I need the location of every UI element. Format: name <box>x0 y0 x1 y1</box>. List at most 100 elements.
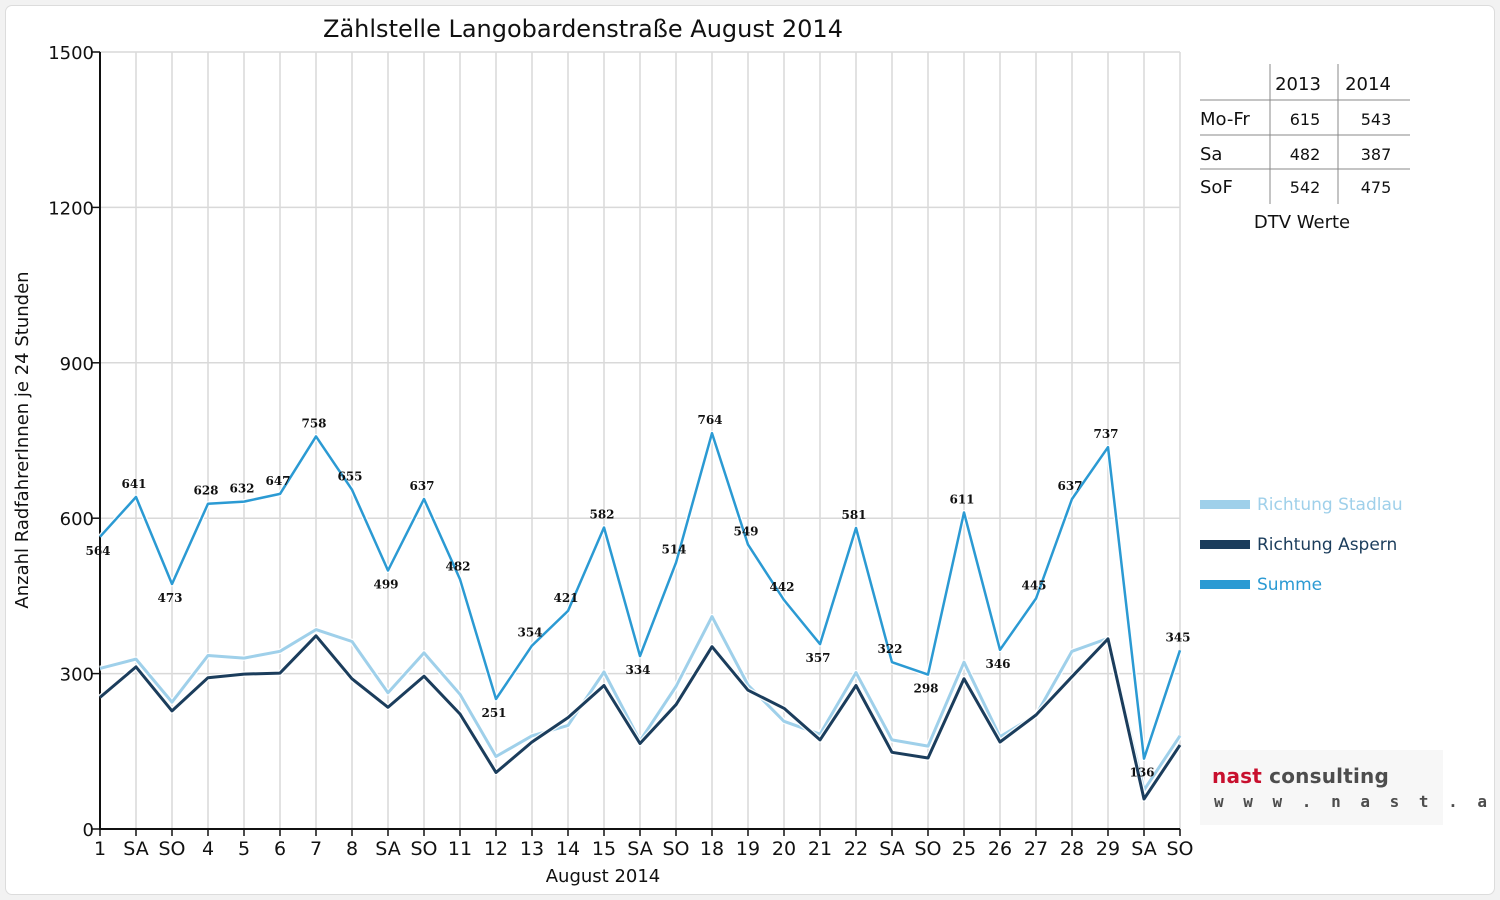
axes <box>92 51 1181 836</box>
data-label: 445 <box>1021 578 1046 592</box>
x-tick-label: 25 <box>952 838 976 860</box>
data-label: 473 <box>157 591 182 605</box>
x-tick-label: 26 <box>988 838 1012 860</box>
data-label: 647 <box>265 474 290 488</box>
x-tick-label: SA <box>123 838 148 860</box>
data-label: 632 <box>229 482 254 496</box>
x-tick-label: 7 <box>310 838 322 860</box>
data-label: 334 <box>625 663 650 677</box>
data-label: 628 <box>193 484 218 498</box>
data-label: 499 <box>373 578 398 592</box>
x-tick-label: 20 <box>772 838 796 860</box>
company-logo: nast consulting w w w . n a s t . a t <box>1200 750 1500 825</box>
x-tick-label: SO <box>662 838 689 860</box>
x-tick-label: 8 <box>346 838 358 860</box>
x-tick-label: 11 <box>448 838 472 860</box>
data-label: 298 <box>913 682 938 696</box>
grid-lines <box>100 51 1181 829</box>
series-line-aspern <box>99 634 1182 801</box>
data-label: 442 <box>769 580 794 594</box>
x-tick-label: 18 <box>700 838 724 860</box>
x-tick-label: 29 <box>1096 838 1120 860</box>
dtv-col-2014: 2014 <box>1345 74 1391 95</box>
data-label: 251 <box>481 706 506 720</box>
data-label: 482 <box>445 559 470 573</box>
x-tick-label: 22 <box>844 838 868 860</box>
x-tick-label: 21 <box>808 838 832 860</box>
data-label: 322 <box>877 642 902 656</box>
data-label: 737 <box>1093 427 1118 441</box>
chart-panel <box>6 6 1494 894</box>
x-tick-label: SO <box>410 838 437 860</box>
data-labels: 564 641 473 628 632 647 758 655 499 637 482 251 354 4… <box>85 413 1190 779</box>
y-tick-label: 600 <box>60 509 94 530</box>
dtv-caption: DTV Werte <box>1254 212 1350 233</box>
x-tick-label: SO <box>1166 838 1193 860</box>
dtv-row-label: Sa <box>1200 144 1222 165</box>
y-axis-label: Anzahl RadfahrerInnen je 24 Stunden <box>12 271 33 608</box>
x-tick-label: 15 <box>592 838 616 860</box>
legend-label-aspern: Richtung Aspern <box>1257 535 1397 555</box>
data-label: 611 <box>949 493 974 507</box>
dtv-col-2013: 2013 <box>1275 74 1321 95</box>
logo-brand: nast consulting <box>1212 764 1389 788</box>
x-tick-label: SA <box>879 838 904 860</box>
legend-label-summe: Summe <box>1257 575 1322 595</box>
x-tick-label: SO <box>158 838 185 860</box>
legend: Richtung Stadlau Richtung Aspern Summe <box>1200 495 1403 595</box>
data-label: 421 <box>553 591 578 605</box>
x-tick-label: SO <box>914 838 941 860</box>
series-lines <box>98 430 1183 802</box>
data-label: 564 <box>85 544 110 558</box>
data-label: 136 <box>1129 766 1154 780</box>
data-label: 582 <box>589 508 614 522</box>
x-tick-label: 6 <box>274 838 286 860</box>
data-label: 514 <box>661 543 686 557</box>
data-label: 345 <box>1165 630 1190 644</box>
logo-url: w w w . n a s t . a t <box>1214 792 1500 811</box>
series-line-summe <box>99 431 1182 760</box>
data-label: 758 <box>301 416 326 430</box>
dtv-cell: 542 <box>1290 178 1321 197</box>
y-tick-label: 900 <box>60 354 94 375</box>
legend-label-stadlau: Richtung Stadlau <box>1257 495 1403 515</box>
data-label: 357 <box>805 651 830 665</box>
y-tick-label: 300 <box>60 665 94 686</box>
data-label: 655 <box>337 470 362 484</box>
x-tick-label: 1 <box>94 838 106 860</box>
data-label: 764 <box>697 413 722 427</box>
x-tick-label: SA <box>375 838 400 860</box>
data-label: 637 <box>1057 479 1082 493</box>
dtv-cell: 387 <box>1361 145 1392 164</box>
legend-swatch-stadlau <box>1200 500 1250 509</box>
logo-brand-part2: consulting <box>1269 764 1389 788</box>
logo-brand-part1: nast <box>1212 764 1262 788</box>
x-tick-labels: 1 SA SO 4 5 6 7 8 SA SO 11 12 13 14 15 SA SO 18 19 20 21 22 SA… <box>94 838 1194 860</box>
dtv-cell: 543 <box>1361 110 1392 129</box>
y-tick-label: 1200 <box>48 198 94 219</box>
data-label: 354 <box>517 626 542 640</box>
data-label: 637 <box>409 479 434 493</box>
y-tick-label: 0 <box>83 820 94 841</box>
data-label: 641 <box>121 477 146 491</box>
x-axis-label: August 2014 <box>546 866 661 887</box>
x-tick-label: 28 <box>1060 838 1084 860</box>
dtv-cell: 615 <box>1290 110 1321 129</box>
y-tick-labels: 0 300 600 900 1200 1500 <box>48 43 94 841</box>
legend-swatch-aspern <box>1200 540 1250 549</box>
x-tick-label: 5 <box>238 838 250 860</box>
x-tick-label: SA <box>1131 838 1156 860</box>
dtv-row-label: SoF <box>1200 177 1233 198</box>
x-tick-label: 14 <box>556 838 580 860</box>
data-label: 581 <box>841 508 866 522</box>
x-tick-label: 19 <box>736 838 760 860</box>
data-label: 549 <box>733 525 758 539</box>
x-tick-label: 4 <box>202 838 214 860</box>
data-label: 346 <box>985 657 1010 671</box>
x-tick-label: 27 <box>1024 838 1048 860</box>
y-tick-label: 1500 <box>48 43 94 64</box>
dtv-cell: 482 <box>1290 145 1321 164</box>
x-tick-label: 12 <box>484 838 508 860</box>
